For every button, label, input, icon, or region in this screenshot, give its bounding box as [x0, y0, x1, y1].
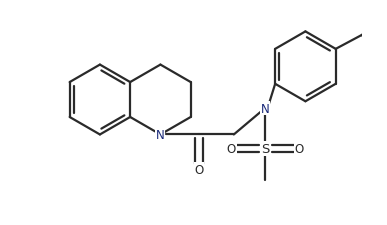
Text: O: O [227, 142, 236, 155]
Text: O: O [295, 142, 304, 155]
Text: N: N [261, 102, 270, 115]
Text: S: S [261, 142, 269, 155]
Text: O: O [194, 163, 204, 176]
Text: N: N [156, 128, 165, 141]
